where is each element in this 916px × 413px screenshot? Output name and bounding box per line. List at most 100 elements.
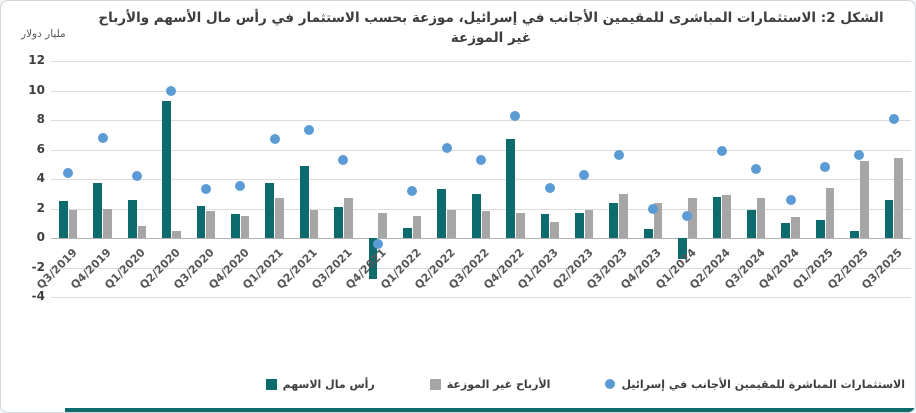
- bar-undistributed-profits: [137, 226, 147, 238]
- bar-undistributed-profits: [722, 195, 732, 238]
- y-tick-label: 4: [36, 171, 45, 185]
- legend-label: الاستثمارات المباشرة للمقيمين الأجانب في…: [621, 377, 905, 391]
- dot-total-direct-investment: [63, 168, 74, 179]
- dot-total-direct-investment: [269, 134, 280, 145]
- y-tick-label: -2: [31, 259, 45, 274]
- dot-total-direct-investment: [372, 238, 383, 249]
- bar-equity-capital: [299, 165, 309, 238]
- bar-equity-capital: [574, 212, 584, 238]
- legend-marker-square: [265, 378, 277, 390]
- dot-total-direct-investment: [751, 163, 762, 174]
- bar-equity-capital: [884, 199, 894, 238]
- gridline-8: [51, 120, 911, 121]
- bar-equity-capital: [471, 193, 481, 238]
- gridline-4: [51, 179, 911, 180]
- legend-marker-circle: [605, 379, 616, 389]
- bar-equity-capital: [127, 199, 137, 238]
- bar-equity-capital: [678, 238, 687, 259]
- bar-equity-capital: [196, 205, 206, 238]
- bar-undistributed-profits: [481, 211, 491, 238]
- gridline-6: [51, 149, 911, 151]
- bar-undistributed-profits: [550, 221, 560, 238]
- bar-equity-capital: [334, 207, 343, 238]
- dot-total-direct-investment: [235, 181, 246, 192]
- legend-item-2: الاستثمارات المباشرة للمقيمين الأجانب في…: [605, 378, 905, 391]
- bar-undistributed-profits: [309, 209, 319, 238]
- legend-label: الأرباح غير الموزعة: [446, 377, 551, 391]
- bar-equity-capital: [368, 238, 378, 280]
- y-tick-label: 6: [36, 141, 45, 156]
- dot-total-direct-investment: [132, 171, 142, 182]
- y-axis-unit-label: مليار دولار: [21, 28, 66, 40]
- bar-undistributed-profits: [756, 198, 766, 238]
- y-tick-label: 10: [28, 82, 45, 97]
- legend: رأس مال الاسهم الأرباح غير الموزعة الاستثم…: [1, 373, 915, 395]
- bottom-accent-bar: [65, 408, 915, 412]
- bar-undistributed-profits: [68, 209, 78, 238]
- bar-equity-capital: [402, 227, 412, 238]
- bar-equity-capital: [162, 100, 171, 238]
- bar-undistributed-profits: [791, 217, 800, 238]
- dot-total-direct-investment: [854, 150, 865, 161]
- chart-title-line1: الشكل 2: الاستثمارات المباشرى للمقيمين ا…: [98, 10, 884, 26]
- dot-total-direct-investment: [544, 182, 555, 193]
- dot-total-direct-investment: [441, 143, 452, 154]
- dot-total-direct-investment: [785, 194, 796, 205]
- gridline--2: [51, 267, 911, 269]
- bar-undistributed-profits: [825, 187, 835, 238]
- bar-undistributed-profits: [687, 198, 697, 238]
- dot-total-direct-investment: [888, 113, 899, 124]
- gridline-0: [51, 238, 911, 239]
- dot-total-direct-investment: [476, 154, 486, 165]
- dot-total-direct-investment: [304, 125, 314, 136]
- bar-equity-capital: [781, 223, 791, 238]
- bar-undistributed-profits: [275, 198, 284, 238]
- bar-undistributed-profits: [171, 230, 181, 238]
- bar-equity-capital: [230, 214, 240, 238]
- y-tick-label: -4: [31, 289, 45, 303]
- legend-marker-square: [429, 378, 441, 390]
- bar-undistributed-profits: [619, 193, 628, 238]
- bar-equity-capital: [506, 139, 515, 238]
- legend-item-1: الأرباح غير الموزعة: [429, 377, 551, 391]
- bar-undistributed-profits: [378, 212, 388, 238]
- bar-undistributed-profits: [206, 211, 216, 238]
- dot-total-direct-investment: [510, 110, 521, 121]
- bar-equity-capital: [437, 189, 447, 238]
- y-tick-label: 2: [36, 200, 45, 215]
- bar-undistributed-profits: [859, 161, 869, 238]
- gridline-2: [51, 208, 911, 210]
- bar-undistributed-profits: [240, 215, 250, 238]
- y-tick-label: 8: [36, 112, 45, 126]
- dot-total-direct-investment: [613, 150, 624, 161]
- bar-undistributed-profits: [412, 215, 422, 238]
- bar-undistributed-profits: [515, 212, 525, 238]
- legend-label: رأس مال الاسهم: [282, 377, 375, 391]
- bar-equity-capital: [746, 209, 756, 238]
- bar-undistributed-profits: [343, 198, 353, 238]
- dot-total-direct-investment: [166, 85, 177, 96]
- bar-equity-capital: [540, 214, 550, 238]
- dot-total-direct-investment: [97, 132, 108, 143]
- dot-total-direct-investment: [648, 203, 658, 214]
- dot-total-direct-investment: [579, 169, 590, 180]
- bar-undistributed-profits: [584, 209, 594, 238]
- dot-total-direct-investment: [820, 162, 830, 173]
- dot-total-direct-investment: [200, 184, 211, 195]
- dot-total-direct-investment: [716, 145, 727, 156]
- bar-equity-capital: [712, 196, 722, 238]
- y-tick-label: 12: [28, 53, 45, 67]
- bar-undistributed-profits: [447, 209, 456, 238]
- gridline-10: [51, 90, 911, 92]
- bar-equity-capital: [265, 183, 275, 238]
- bar-undistributed-profits: [653, 202, 663, 238]
- legend-item-0: رأس مال الاسهم: [265, 377, 375, 391]
- bar-undistributed-profits: [894, 158, 904, 238]
- y-tick-label: 0: [36, 230, 45, 244]
- chart-title-line2: غير الموزعة: [450, 30, 532, 47]
- gridline--4: [51, 297, 911, 298]
- plot-area: 12 10 8 6 4 2 0 -2 -4 Q3/2019 Q4/2019 Q1/2020 Q2/202…: [28, 53, 911, 303]
- bar-equity-capital: [815, 220, 825, 238]
- dot-total-direct-investment: [407, 185, 418, 196]
